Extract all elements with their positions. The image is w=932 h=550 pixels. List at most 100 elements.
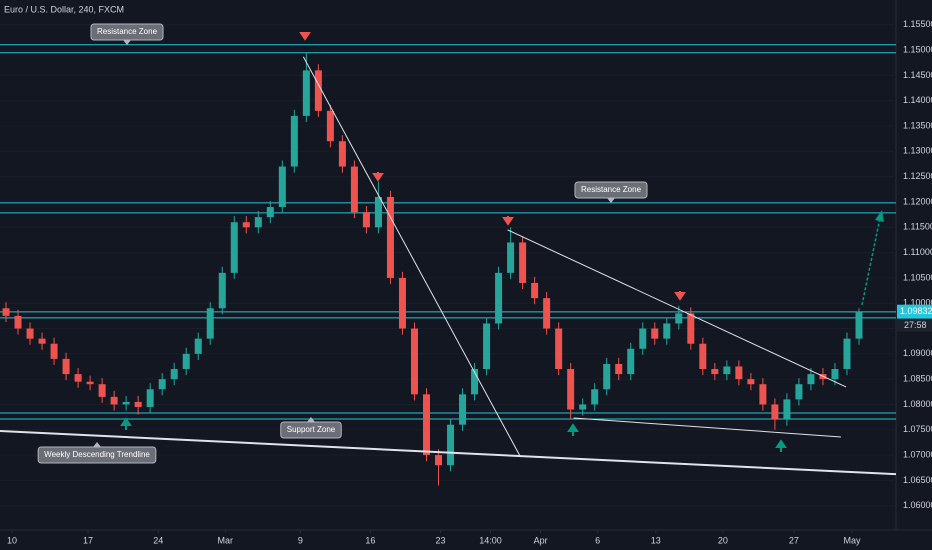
candle-body [747, 379, 755, 385]
candle-body [843, 338, 851, 370]
candle-body [2, 308, 10, 316]
candle-body [62, 358, 70, 375]
x-tick-label: Mar [218, 535, 234, 545]
last-price-label: 1.09832 [900, 306, 932, 316]
candle-body [579, 404, 587, 410]
symbol-title: Euro / U.S. Dollar, 240, FXCM [4, 4, 124, 14]
candle-body [735, 366, 743, 380]
x-tick-label: 13 [651, 535, 661, 545]
x-tick-label: 14:00 [479, 535, 502, 545]
candle-body [50, 343, 58, 359]
annotation-label: Weekly Descending Trendline [44, 450, 150, 459]
y-tick-label: 1.15000 [903, 44, 932, 54]
y-tick-label: 1.08000 [903, 399, 932, 409]
candle-body [290, 115, 298, 167]
y-tick-label: 1.11000 [903, 247, 932, 257]
candle-body [146, 389, 154, 407]
candle-body [459, 394, 467, 425]
candle-body [206, 308, 214, 339]
candle-body [218, 272, 226, 309]
y-tick-label: 1.13000 [903, 146, 932, 156]
annotation-pointer [93, 442, 101, 447]
candle-body [14, 315, 22, 329]
y-tick-label: 1.06500 [903, 475, 932, 485]
last-price-box [897, 304, 932, 319]
candle-body [783, 399, 791, 420]
candle-body [855, 311, 863, 339]
x-tick-label: 10 [7, 535, 17, 545]
x-tick-label: 9 [298, 535, 303, 545]
candle-body [230, 222, 238, 273]
candle-body [302, 70, 310, 116]
candle-body [447, 424, 455, 466]
candle-body [651, 328, 659, 339]
x-tick-label: 17 [83, 535, 93, 545]
candle-body [531, 282, 539, 299]
y-tick-label: 1.14500 [903, 70, 932, 80]
trendline [573, 417, 842, 438]
candle-body [122, 401, 130, 405]
candle-body [422, 394, 430, 456]
y-tick-label: 1.15500 [903, 19, 932, 29]
candle-body [374, 196, 382, 228]
y-tick-label: 1.11500 [903, 222, 932, 232]
candle-body [543, 298, 551, 329]
y-tick-label: 1.07500 [903, 424, 932, 434]
candle-body [711, 369, 719, 375]
candle-body [86, 381, 94, 385]
annotation-pointer [307, 417, 315, 422]
candle-body [663, 323, 671, 339]
x-tick-label: 24 [153, 535, 163, 545]
candle-body [98, 384, 106, 397]
candle-body [723, 366, 731, 375]
candle-body [326, 110, 334, 142]
candle-body [386, 196, 394, 278]
candle-body [26, 328, 34, 339]
candle-body [338, 141, 346, 167]
candle-body [362, 212, 370, 228]
candle-body [627, 348, 635, 375]
y-tick-label: 1.14000 [903, 95, 932, 105]
x-tick-label: 6 [595, 535, 600, 545]
y-tick-label: 1.13500 [903, 120, 932, 130]
candle-body [675, 313, 683, 324]
y-tick-label: 1.12000 [903, 196, 932, 206]
candle-body [471, 369, 479, 395]
y-tick-label: 1.12500 [903, 171, 932, 181]
candle-body [266, 207, 274, 218]
candle-body [110, 396, 118, 405]
arrows [299, 32, 686, 301]
y-tick-label: 1.10000 [903, 298, 932, 308]
candle-body [170, 369, 178, 380]
candle-body [519, 242, 527, 283]
x-tick-label: May [844, 535, 862, 545]
candle-body [699, 343, 707, 370]
candle-body [278, 166, 286, 208]
candle-body [795, 384, 803, 400]
candle-body [687, 313, 695, 344]
trendline [507, 229, 847, 388]
x-tick-label: Apr [534, 535, 548, 545]
candle-body [410, 328, 418, 395]
annotation-label: Resistance Zone [581, 185, 642, 194]
candle-body [134, 401, 142, 407]
x-tick-label: 23 [436, 535, 446, 545]
candle-body [603, 363, 611, 390]
candle-body [591, 389, 599, 405]
candle-body [398, 277, 406, 329]
y-tick-label: 1.06000 [903, 500, 932, 510]
y-tick-label: 1.09000 [903, 348, 932, 358]
candle-body [567, 369, 575, 410]
annotation-label: Resistance Zone [97, 27, 158, 36]
x-tick-label: 16 [365, 535, 375, 545]
candle-body [38, 338, 46, 344]
y-tick-label: 1.10500 [903, 272, 932, 282]
annotation-pointer [123, 40, 131, 45]
candle-body [242, 222, 250, 228]
countdown-box [897, 318, 932, 332]
candle-body [615, 363, 623, 375]
y-tick-label: 1.07000 [903, 449, 932, 459]
annotation-label: Support Zone [287, 425, 336, 434]
